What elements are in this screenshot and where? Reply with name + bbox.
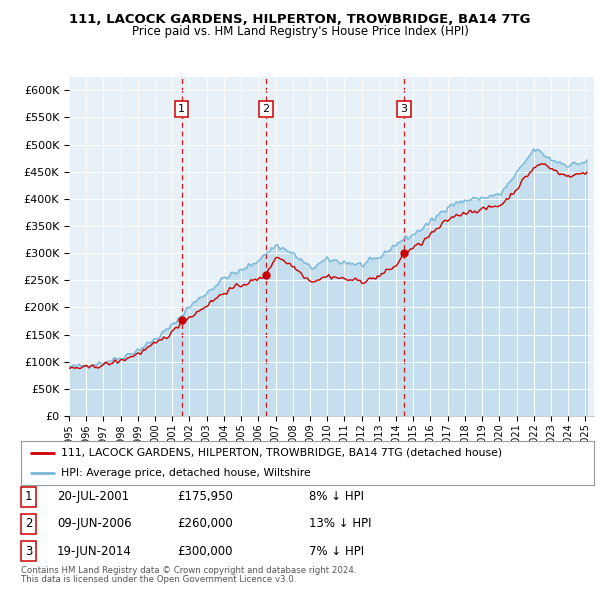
Text: £260,000: £260,000 [177,517,233,530]
Text: 09-JUN-2006: 09-JUN-2006 [57,517,131,530]
Text: 8% ↓ HPI: 8% ↓ HPI [309,490,364,503]
Text: 3: 3 [400,104,407,114]
Text: 7% ↓ HPI: 7% ↓ HPI [309,545,364,558]
Text: 1: 1 [178,104,185,114]
Text: 3: 3 [25,545,32,558]
Text: This data is licensed under the Open Government Licence v3.0.: This data is licensed under the Open Gov… [21,575,296,584]
Text: HPI: Average price, detached house, Wiltshire: HPI: Average price, detached house, Wilt… [61,468,311,478]
Text: 111, LACOCK GARDENS, HILPERTON, TROWBRIDGE, BA14 7TG: 111, LACOCK GARDENS, HILPERTON, TROWBRID… [69,13,531,26]
Text: 20-JUL-2001: 20-JUL-2001 [57,490,129,503]
Text: £300,000: £300,000 [177,545,233,558]
Text: Price paid vs. HM Land Registry's House Price Index (HPI): Price paid vs. HM Land Registry's House … [131,25,469,38]
Text: 13% ↓ HPI: 13% ↓ HPI [309,517,371,530]
Text: Contains HM Land Registry data © Crown copyright and database right 2024.: Contains HM Land Registry data © Crown c… [21,566,356,575]
Text: 2: 2 [25,517,32,530]
Text: 111, LACOCK GARDENS, HILPERTON, TROWBRIDGE, BA14 7TG (detached house): 111, LACOCK GARDENS, HILPERTON, TROWBRID… [61,448,502,458]
Text: 1: 1 [25,490,32,503]
Text: 2: 2 [262,104,269,114]
Text: 19-JUN-2014: 19-JUN-2014 [57,545,132,558]
Text: £175,950: £175,950 [177,490,233,503]
